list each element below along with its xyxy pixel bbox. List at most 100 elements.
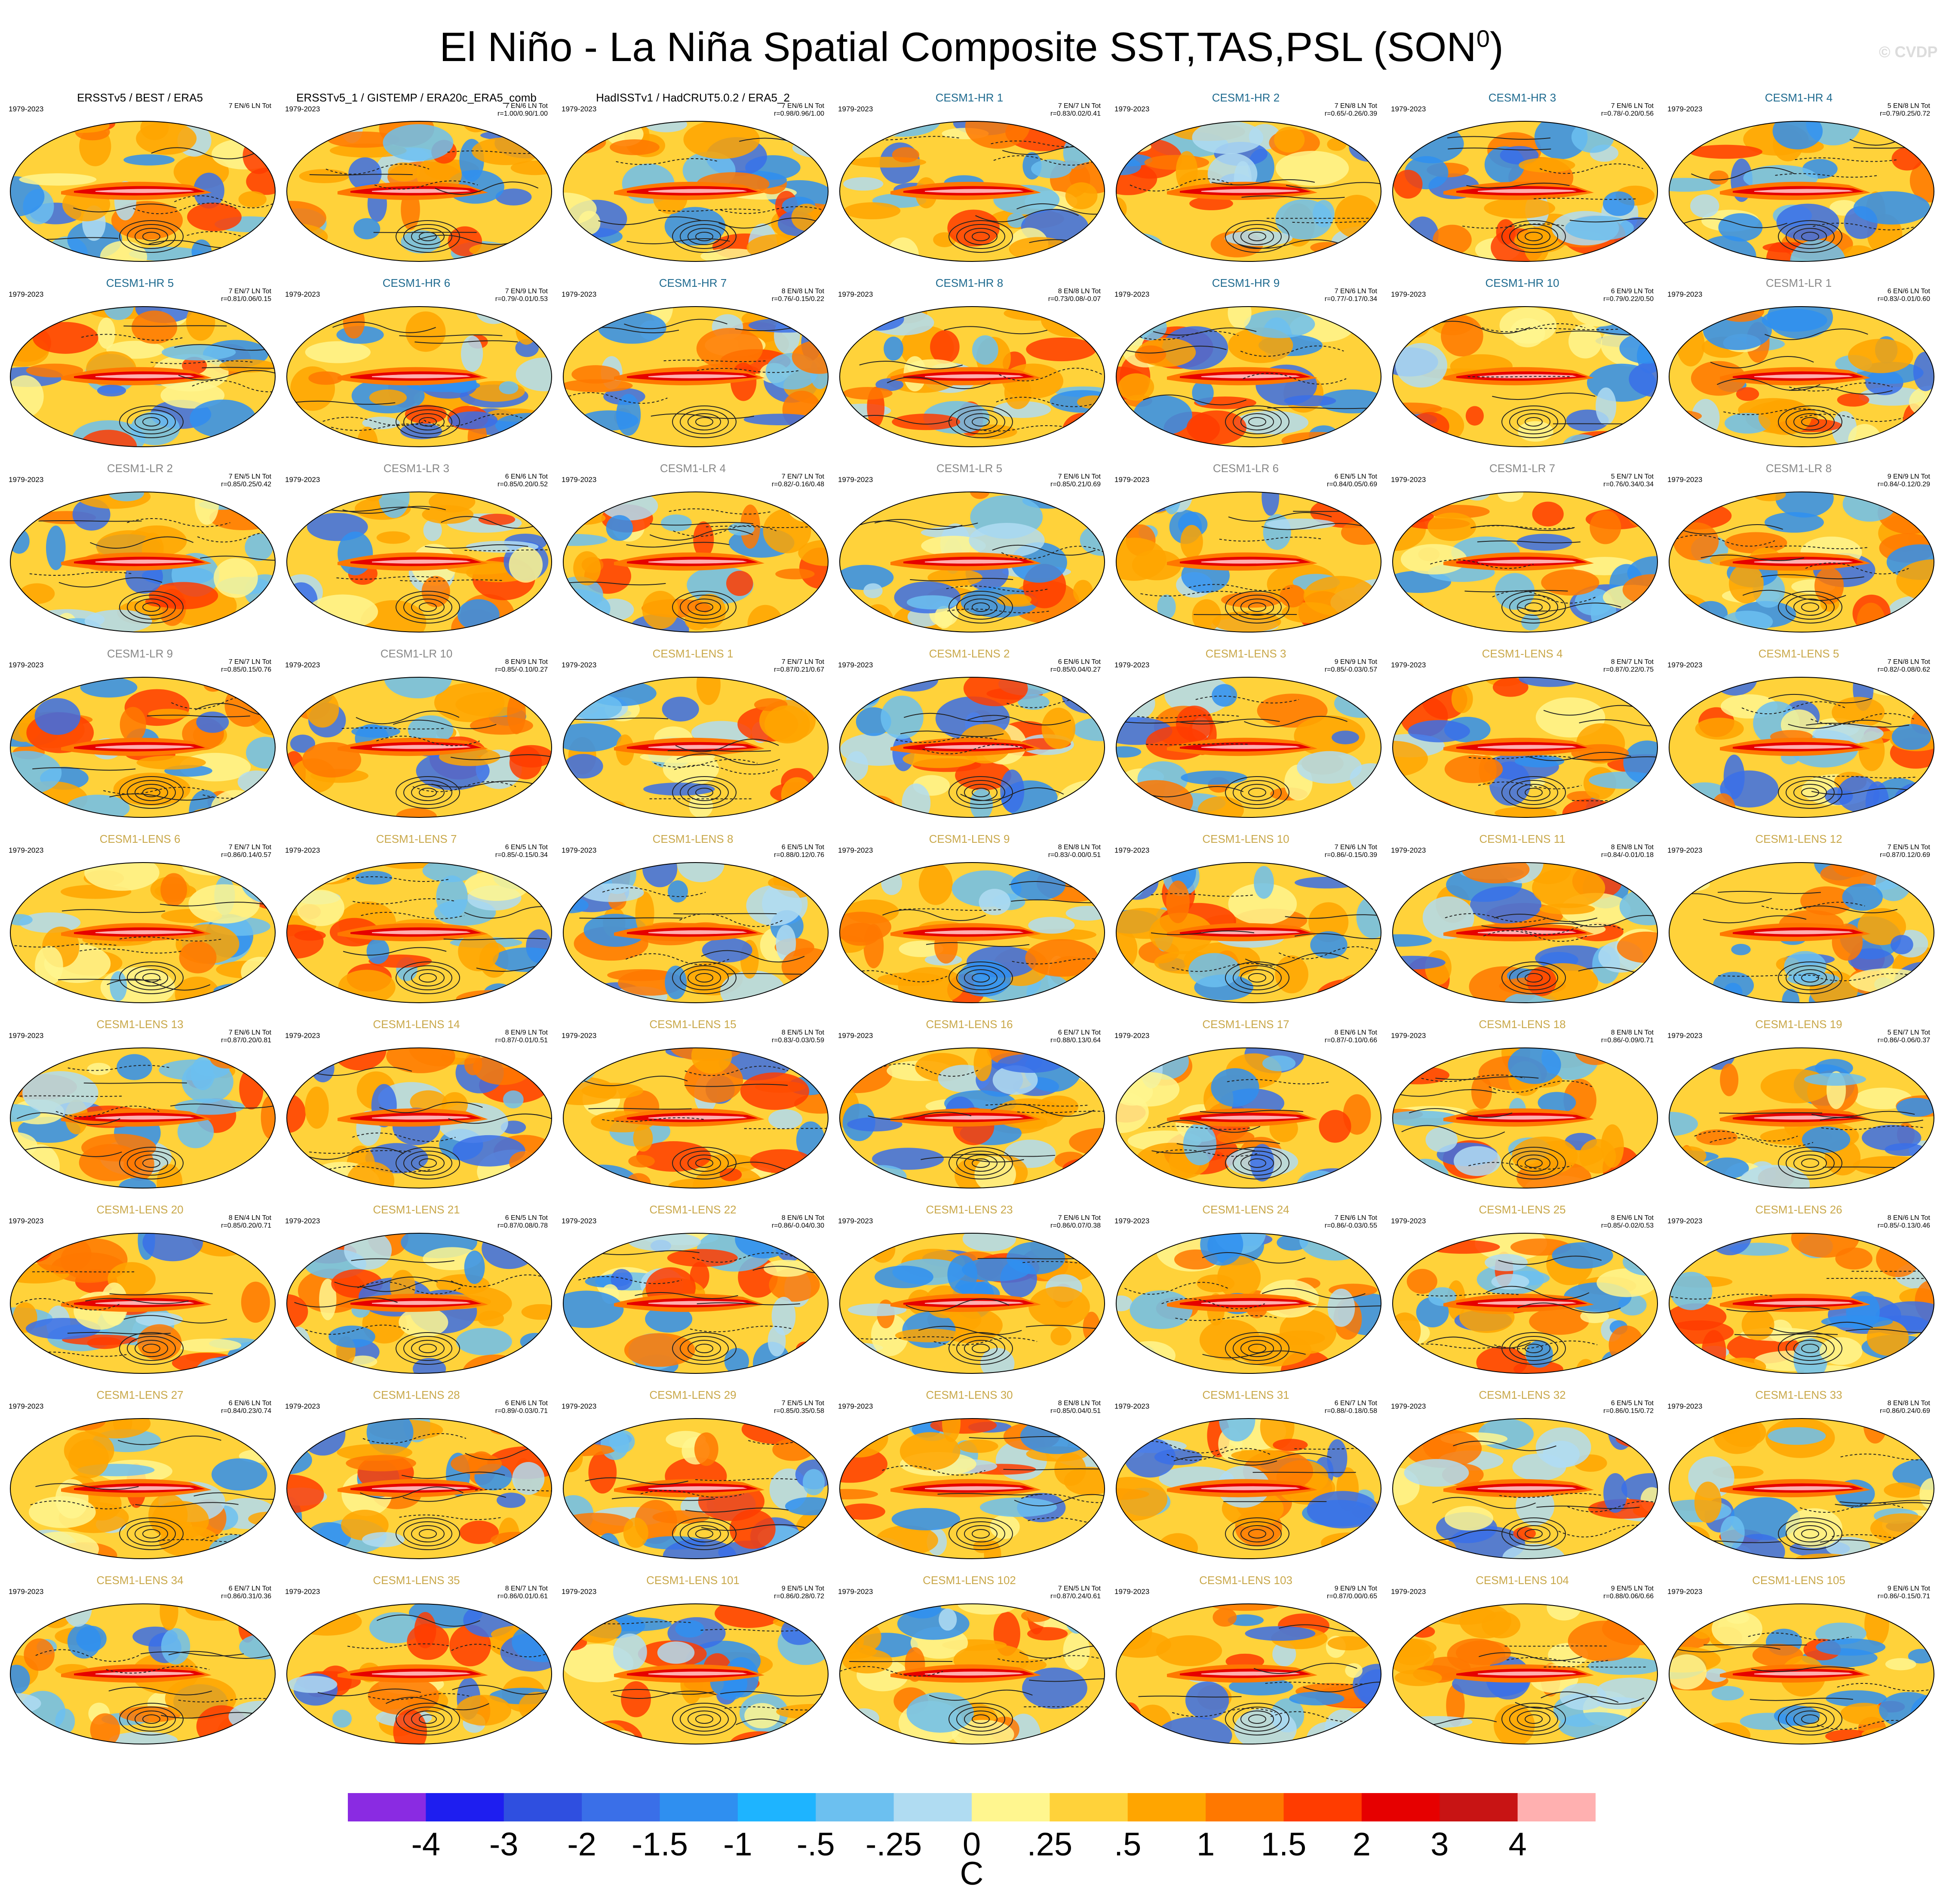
panel-period: 1979-2023 bbox=[1391, 476, 1426, 484]
panel-pattern-correlations: r=0.85/-0.03/0.57 bbox=[1324, 666, 1377, 673]
panel-pattern-correlations: r=0.73/0.08/-0.07 bbox=[1048, 295, 1101, 303]
composite-map bbox=[286, 677, 552, 818]
panel-event-counts: 7 EN/6 LN Tot bbox=[228, 102, 271, 110]
panel-event-counts: 8 EN/6 LN Tot bbox=[781, 1214, 824, 1222]
panel-pattern-correlations: r=0.98/0.96/1.00 bbox=[774, 110, 824, 117]
panel-title: CESM1-LENS 18 bbox=[1479, 1018, 1566, 1031]
panel-pattern-correlations: r=0.86/0.28/0.72 bbox=[774, 1593, 824, 1600]
map-panel: CESM1-LENS 103 1979-2023 9 EN/9 LN Tot r=0.… bbox=[1108, 1573, 1384, 1758]
map-panel: CESM1-LENS 22 1979-2023 8 EN/6 LN Tot r=0.8… bbox=[555, 1202, 831, 1387]
composite-map bbox=[286, 121, 552, 262]
panel-pattern-correlations: r=0.85/-0.13/0.46 bbox=[1877, 1222, 1930, 1229]
panel-pattern-correlations: r=0.83/0.02/0.41 bbox=[1050, 110, 1101, 117]
panel-pattern-correlations: r=0.86/0.01/0.61 bbox=[497, 1593, 548, 1600]
colorbar-tick-label: -3 bbox=[489, 1826, 519, 1863]
panel-period: 1979-2023 bbox=[1667, 1588, 1703, 1596]
colorbar bbox=[348, 1793, 1596, 1821]
map-panel: CESM1-HR 4 1979-2023 5 EN/8 LN Tot r=0.79/0… bbox=[1661, 90, 1937, 275]
panel-title: CESM1-LR 7 bbox=[1489, 462, 1556, 475]
composite-map bbox=[286, 491, 552, 633]
panel-title: ERSSTv5 / BEST / ERA5 bbox=[77, 91, 203, 104]
composite-map bbox=[1392, 862, 1658, 1003]
colorbar-swatch bbox=[426, 1793, 504, 1821]
panel-period: 1979-2023 bbox=[9, 661, 44, 669]
composite-map bbox=[839, 121, 1105, 262]
panel-pattern-correlations: r=0.85/0.20/0.52 bbox=[497, 481, 548, 488]
panel-event-counts: 6 EN/5 LN Tot bbox=[781, 844, 824, 851]
colorbar-swatch bbox=[737, 1793, 816, 1821]
panel-pattern-correlations: r=0.85/0.04/0.27 bbox=[1050, 666, 1101, 673]
panel-event-counts: 8 EN/8 LN Tot bbox=[1058, 1400, 1101, 1407]
panel-title: CESM1-HR 5 bbox=[106, 276, 174, 289]
panel-period: 1979-2023 bbox=[1391, 290, 1426, 298]
composite-map bbox=[1392, 1047, 1658, 1188]
composite-map bbox=[10, 862, 276, 1003]
panel-pattern-correlations: r=0.85/-0.15/0.34 bbox=[495, 851, 548, 859]
panel-event-counts: 6 EN/5 LN Tot bbox=[505, 1214, 548, 1222]
colorbar-swatch bbox=[1050, 1793, 1128, 1821]
panel-title: CESM1-LENS 12 bbox=[1755, 832, 1842, 845]
map-panel: CESM1-LENS 26 1979-2023 8 EN/6 LN Tot r=0.8… bbox=[1661, 1202, 1937, 1387]
colorbar-swatch bbox=[1517, 1793, 1596, 1821]
composite-map bbox=[839, 1603, 1105, 1744]
composite-map bbox=[839, 1047, 1105, 1188]
composite-map bbox=[1669, 1418, 1934, 1559]
panel-period: 1979-2023 bbox=[1391, 105, 1426, 113]
colorbar-tick-label: .25 bbox=[1027, 1826, 1073, 1863]
map-panel: CESM1-LENS 9 1979-2023 8 EN/8 LN Tot r=0.83… bbox=[831, 832, 1108, 1016]
panel-period: 1979-2023 bbox=[1391, 1032, 1426, 1040]
panel-title: CESM1-LR 3 bbox=[383, 462, 450, 475]
panel-pattern-correlations: r=0.87/0.20/0.81 bbox=[221, 1037, 271, 1044]
panel-period: 1979-2023 bbox=[838, 1217, 873, 1225]
panel-title: HadISSTv1 / HadCRUT5.0.2 / ERA5_2 bbox=[596, 91, 790, 104]
panel-pattern-correlations: r=0.83/-0.01/0.60 bbox=[1877, 295, 1930, 303]
panel-title: CESM1-LENS 33 bbox=[1755, 1388, 1842, 1401]
panel-period: 1979-2023 bbox=[285, 290, 320, 298]
composite-map bbox=[1669, 862, 1934, 1003]
panel-title: CESM1-LR 8 bbox=[1765, 462, 1832, 475]
map-panel: CESM1-LR 1 1979-2023 6 EN/6 LN Tot r=0.83/-… bbox=[1661, 276, 1937, 461]
panel-period: 1979-2023 bbox=[562, 290, 597, 298]
panel-period: 1979-2023 bbox=[1114, 1588, 1150, 1596]
map-panel: CESM1-HR 9 1979-2023 7 EN/6 LN Tot r=0.77/-… bbox=[1108, 276, 1384, 461]
panel-period: 1979-2023 bbox=[9, 1588, 44, 1596]
panel-title: CESM1-LENS 29 bbox=[649, 1388, 737, 1401]
colorbar-tick-label: 0 bbox=[962, 1826, 981, 1863]
panel-title: CESM1-HR 10 bbox=[1485, 276, 1559, 289]
panel-period: 1979-2023 bbox=[285, 1588, 320, 1596]
colorbar-swatch bbox=[893, 1793, 972, 1821]
panel-title: CESM1-LENS 27 bbox=[96, 1388, 184, 1401]
composite-map bbox=[10, 1603, 276, 1744]
panel-event-counts: 7 EN/6 LN Tot bbox=[505, 102, 548, 110]
composite-map bbox=[1116, 1047, 1381, 1188]
panel-title: CESM1-LENS 7 bbox=[376, 832, 457, 845]
panel-title: CESM1-LENS 22 bbox=[649, 1203, 737, 1216]
panel-title: CESM1-HR 2 bbox=[1212, 91, 1280, 104]
panel-event-counts: 5 EN/7 LN Tot bbox=[1887, 1029, 1930, 1036]
panel-period: 1979-2023 bbox=[1667, 290, 1703, 298]
map-panel: CESM1-LENS 17 1979-2023 8 EN/6 LN Tot r=0.8… bbox=[1108, 1017, 1384, 1202]
panel-title: CESM1-HR 9 bbox=[1212, 276, 1280, 289]
map-panel: CESM1-LR 6 1979-2023 6 EN/5 LN Tot r=0.84/0… bbox=[1108, 461, 1384, 646]
map-panel: CESM1-LENS 34 1979-2023 6 EN/7 LN Tot r=0.8… bbox=[2, 1573, 278, 1758]
panel-pattern-correlations: r=0.88/0.06/0.66 bbox=[1603, 1593, 1654, 1600]
panel-event-counts: 7 EN/6 LN Tot bbox=[1334, 844, 1377, 851]
panel-period: 1979-2023 bbox=[562, 1217, 597, 1225]
map-panel: CESM1-LENS 30 1979-2023 8 EN/8 LN Tot r=0.8… bbox=[831, 1388, 1108, 1572]
panel-pattern-correlations: r=0.87/-0.10/0.66 bbox=[1324, 1037, 1377, 1044]
panel-pattern-correlations: r=0.88/-0.18/0.58 bbox=[1324, 1407, 1377, 1415]
map-panel: HadISSTv1 / HadCRUT5.0.2 / ERA5_2 1979-20… bbox=[555, 90, 831, 275]
panel-event-counts: 8 EN/8 LN Tot bbox=[1058, 288, 1101, 295]
map-panel: CESM1-LENS 6 1979-2023 7 EN/7 LN Tot r=0.86… bbox=[2, 832, 278, 1016]
panel-title: CESM1-LENS 4 bbox=[1482, 647, 1563, 660]
panel-event-counts: 7 EN/7 LN Tot bbox=[228, 844, 271, 851]
map-panel: CESM1-HR 3 1979-2023 7 EN/6 LN Tot r=0.78/-… bbox=[1384, 90, 1661, 275]
panel-pattern-correlations: r=0.89/-0.03/0.71 bbox=[495, 1407, 548, 1415]
composite-map bbox=[1669, 121, 1934, 262]
colorbar-tick-label: 1.5 bbox=[1261, 1826, 1307, 1863]
panel-event-counts: 8 EN/8 LN Tot bbox=[1058, 844, 1101, 851]
panel-event-counts: 7 EN/6 LN Tot bbox=[781, 102, 824, 110]
map-panel: CESM1-HR 1 1979-2023 7 EN/7 LN Tot r=0.83/0… bbox=[831, 90, 1108, 275]
colorbar-tick-label: -1.5 bbox=[632, 1826, 688, 1863]
panel-title: CESM1-LR 1 bbox=[1765, 276, 1832, 289]
